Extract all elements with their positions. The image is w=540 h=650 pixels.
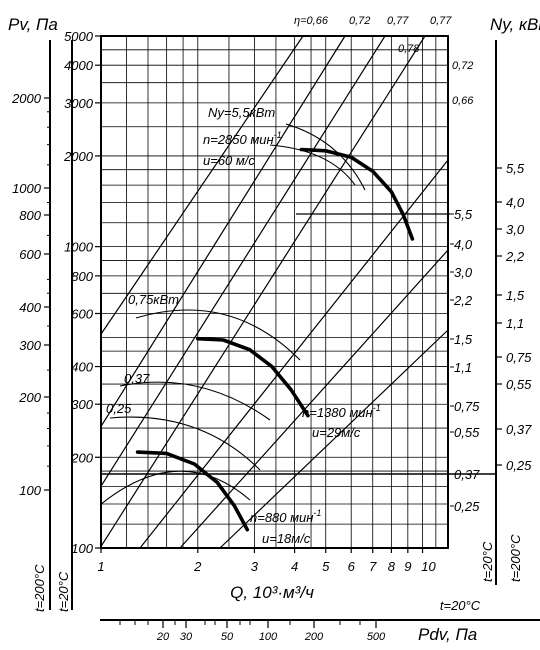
y-outer-tick-label-5: 800: [19, 208, 41, 223]
efficiency-label-1: 0,72: [349, 15, 370, 27]
power-inside-label-1: 0,75кВт: [128, 292, 179, 307]
power-inner-label-9: 0,25: [454, 499, 480, 514]
pdv-tick-label-4: 200: [304, 631, 324, 643]
efficiency-label-5: 0,72: [452, 60, 473, 72]
power-outer-label-2: 3,0: [506, 222, 525, 237]
x-tick-label-1: 2: [193, 559, 202, 574]
efficiency-line-1: [101, 36, 345, 426]
power-arc-2: [136, 310, 300, 360]
pdv-tick-label-0: 20: [156, 631, 170, 643]
power-outer-label-4: 1,5: [506, 288, 525, 303]
y-main-tick-label-0: 100: [71, 541, 93, 556]
power-inner-label-5: 1,1: [454, 360, 472, 375]
x-axis-title: Q, 10³·м³/ч: [230, 583, 314, 602]
y-axis-title-left: Pv, Па: [8, 15, 58, 34]
power-outer-label-6: 0,75: [506, 350, 532, 365]
power-inside-label-0: Ny=5,5кВт: [208, 105, 275, 120]
power-outer-label-8: 0,37: [506, 422, 532, 437]
y-outer-tick-label-1: 200: [18, 390, 41, 405]
power-outer-label-5: 1,1: [506, 316, 524, 331]
y-main-tick-label-5: 800: [71, 269, 93, 284]
power-inner-label-7: 0,55: [454, 425, 480, 440]
power-arc-5: [100, 471, 250, 505]
y-axis-title-right: Ny, кВт: [490, 15, 540, 34]
y-outer-tick-label-2: 300: [19, 338, 41, 353]
series-label-velocity-0: u=60 м/с: [203, 153, 255, 168]
y-main-tick-label-1: 200: [70, 450, 93, 465]
temp-label-inner-right: t=20°C: [480, 541, 495, 582]
y-outer-tick-label-4: 600: [19, 247, 41, 262]
y-outer-tick-label-0: 100: [19, 483, 41, 498]
efficiency-label-0: η=0,66: [294, 15, 329, 27]
y-outer-tick-label-6: 1000: [12, 181, 42, 196]
series-label-speed-0: n=2850 мин-1: [203, 130, 282, 147]
temp-label-inner-left: t=20°C: [56, 571, 71, 612]
power-outer-label-3: 2,2: [505, 249, 525, 264]
x-tick-label-0: 1: [97, 559, 104, 574]
x-tick-label-9: 10: [421, 559, 436, 574]
y-outer-tick-label-3: 400: [19, 300, 41, 315]
power-inner-label-3: 2,2: [453, 293, 473, 308]
x-tick-label-5: 6: [348, 559, 356, 574]
efficiency-label-6: 0,66: [452, 95, 474, 107]
pdv-tick-label-1: 30: [180, 631, 193, 643]
series-label-speed-2: n=880 мин-1: [250, 508, 321, 525]
efficiency-label-2: 0,77: [387, 15, 409, 27]
power-inner-label-6: 0,75: [454, 399, 480, 414]
efficiency-label-4: 0,78: [398, 43, 420, 55]
pdv-axis-title: Pdv, Па: [418, 625, 477, 644]
y-main-tick-label-3: 400: [71, 360, 93, 375]
x-tick-label-7: 8: [388, 559, 396, 574]
x-tick-label-8: 9: [404, 559, 411, 574]
power-outer-label-0: 5,5: [506, 161, 525, 176]
y-main-tick-label-2: 300: [71, 397, 93, 412]
efficiency-label-3: 0,77: [430, 15, 452, 27]
power-inner-label-2: 3,0: [454, 265, 473, 280]
power-inside-label-3: 0,25: [106, 401, 132, 416]
y-main-tick-label-6: 1000: [64, 240, 94, 255]
power-inner-label-4: 1,5: [454, 332, 473, 347]
power-inner-label-1: 4,0: [454, 237, 473, 252]
y-main-tick-label-4: 600: [71, 306, 93, 321]
x-tick-label-2: 3: [251, 559, 259, 574]
temp-label-outer-left: t=200°C: [32, 564, 47, 612]
series-label-velocity-1: u=29м/с: [312, 425, 361, 440]
power-outer-label-1: 4,0: [506, 195, 525, 210]
series-label-speed-1: n=1380 мин-1: [302, 403, 381, 420]
y-outer-tick-label-7: 2000: [11, 91, 42, 106]
pdv-tick-label-5: 500: [367, 631, 386, 643]
y-main-tick-label-7: 2000: [63, 149, 94, 164]
y-main-tick-label-9: 4000: [64, 58, 94, 73]
x-tick-label-3: 4: [291, 559, 298, 574]
x-tick-label-4: 5: [322, 559, 330, 574]
series-label-velocity-2: u=18м/с: [262, 531, 311, 546]
y-main-tick-label-8: 3000: [64, 96, 94, 111]
x-tick-label-6: 7: [369, 559, 377, 574]
pdv-temp-label: t=20°C: [440, 598, 481, 613]
power-inside-label-2: 0,37: [124, 371, 150, 386]
power-inner-label-0: 5,5: [454, 207, 473, 222]
power-arc-3: [120, 382, 270, 420]
power-outer-label-9: 0,25: [506, 458, 532, 473]
y-main-tick-label-10: 5000: [64, 29, 94, 44]
temp-label-outer-right: t=200°C: [508, 534, 523, 582]
power-outer-label-7: 0,55: [506, 377, 532, 392]
pdv-tick-label-2: 50: [221, 631, 234, 643]
pdv-tick-label-3: 100: [259, 631, 278, 643]
